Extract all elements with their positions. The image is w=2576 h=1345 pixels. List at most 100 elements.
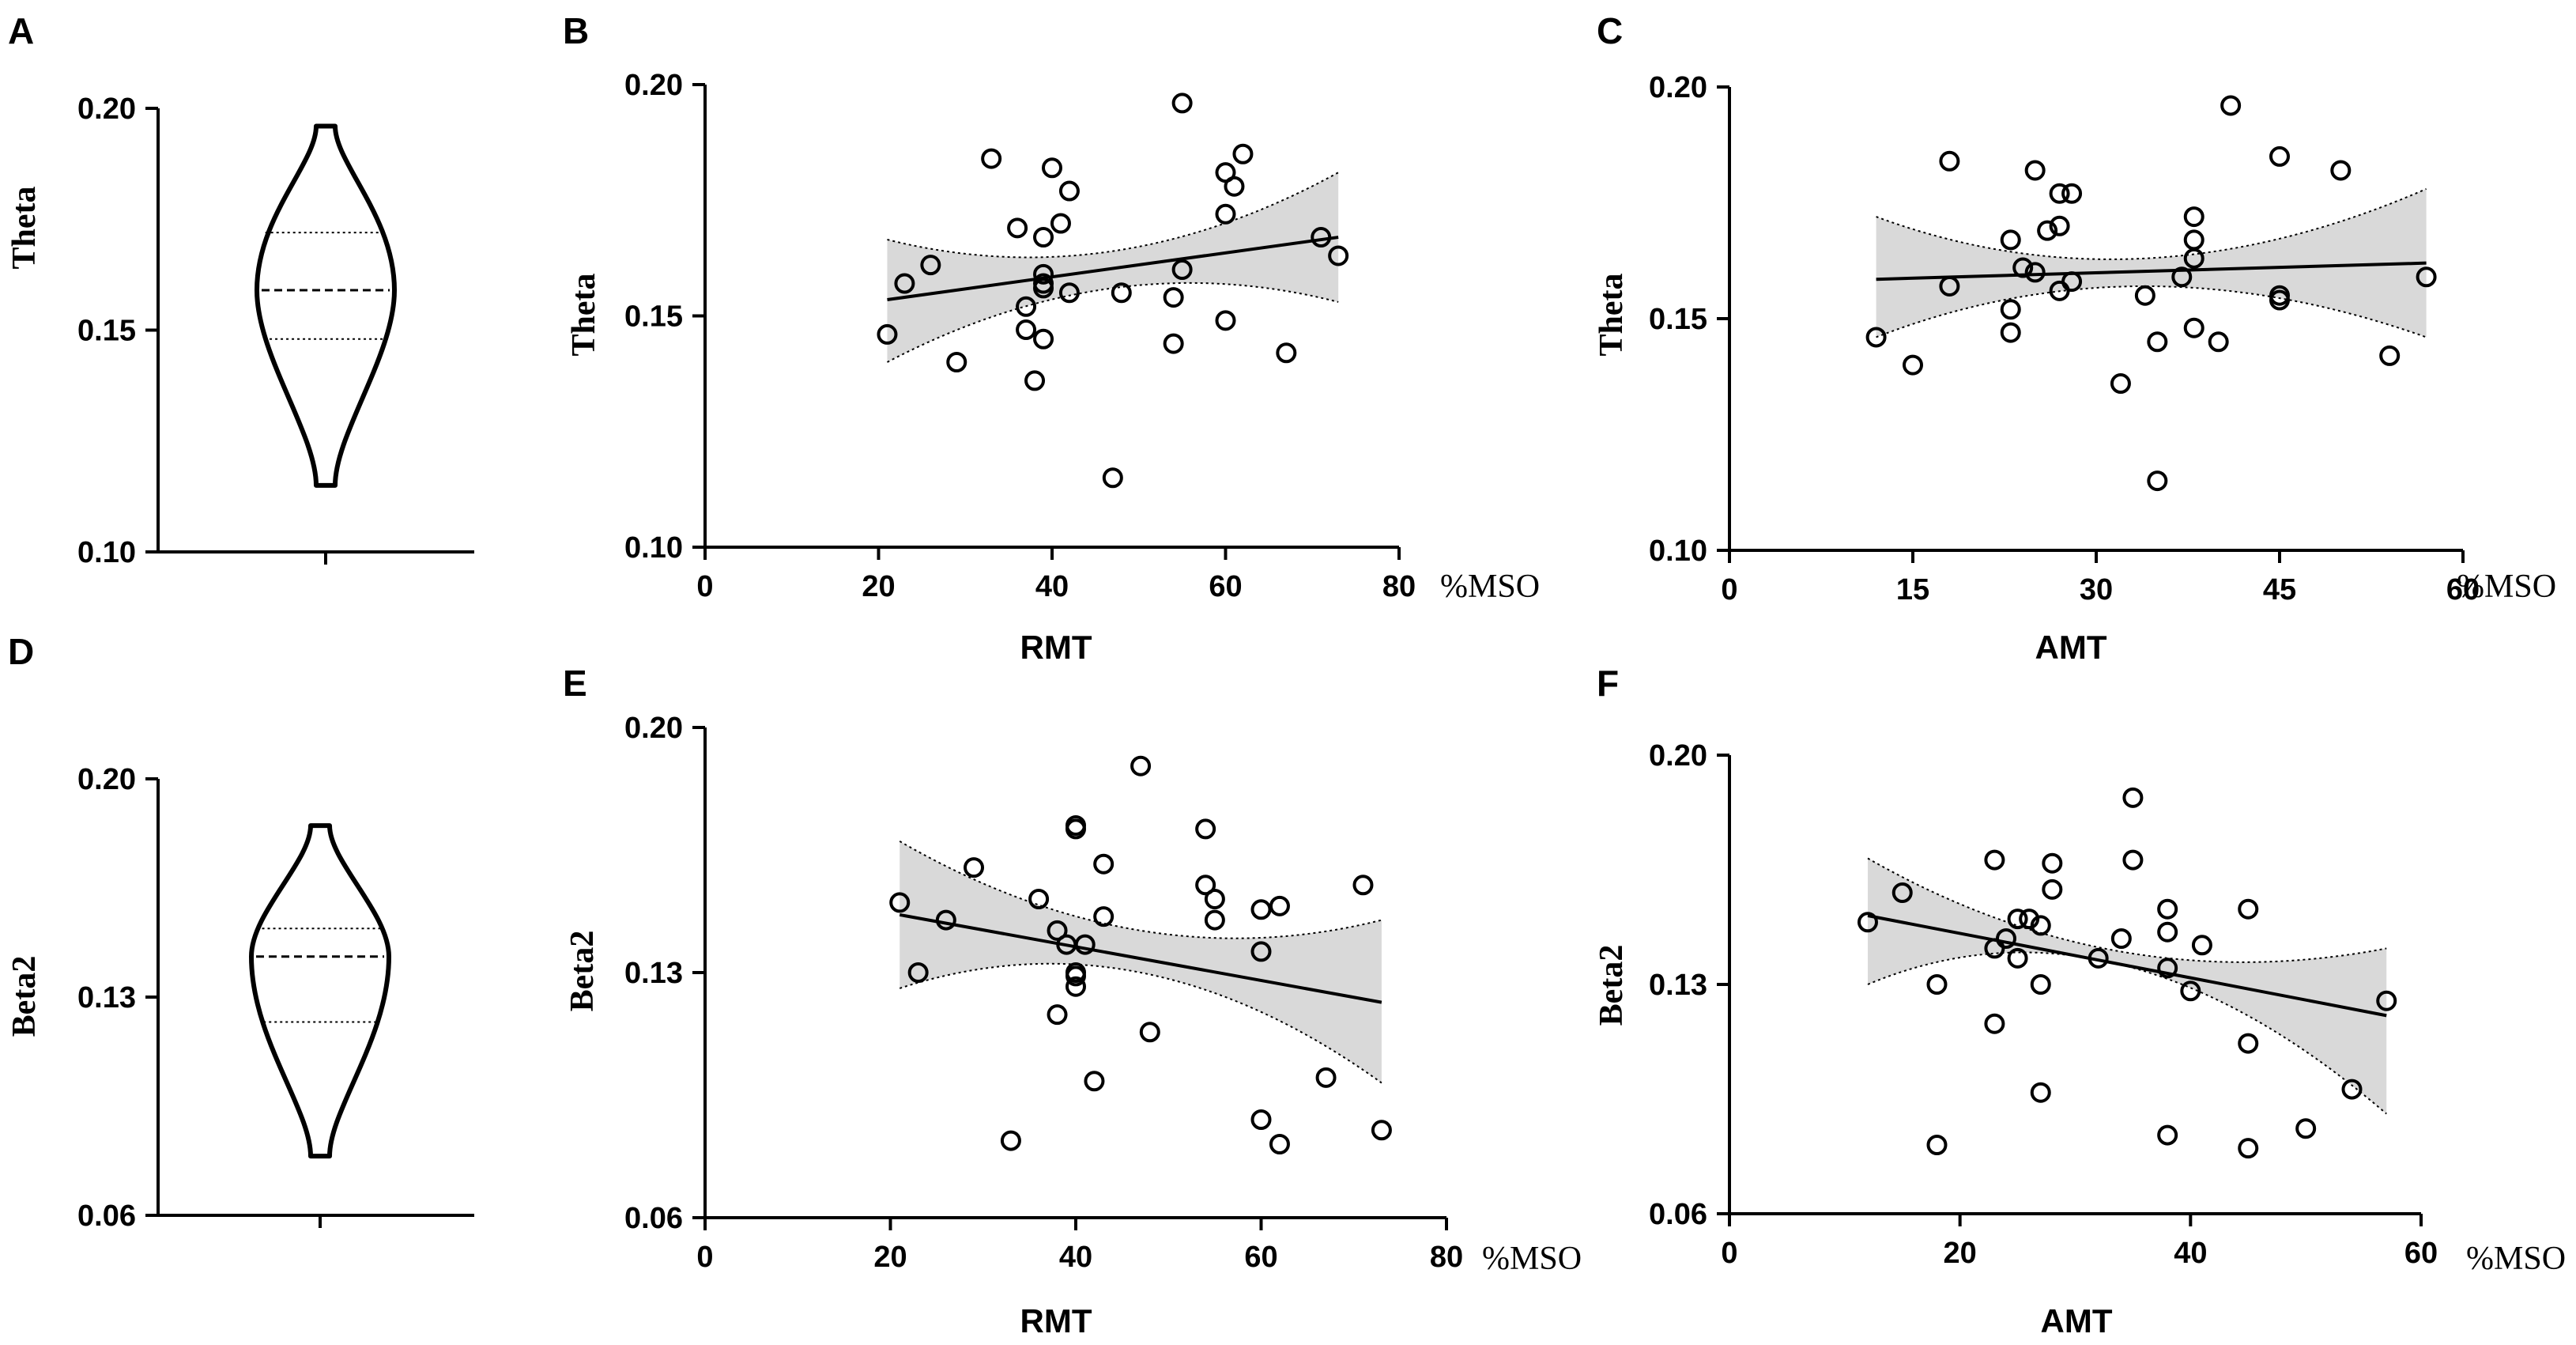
regression-line	[1876, 261, 2427, 281]
band-upper-line	[1867, 857, 2387, 963]
x-axis-unit: %MSO	[2466, 1241, 2566, 1277]
data-point	[2030, 974, 2051, 995]
data-point	[1163, 287, 1184, 308]
panel-A: A Theta	[6, 10, 43, 270]
data-point	[2147, 470, 2168, 492]
data-point	[2183, 206, 2204, 228]
confidence-band	[1876, 188, 2427, 338]
data-point	[2330, 160, 2352, 181]
data-point	[1016, 319, 1037, 341]
data-point	[1047, 1004, 1068, 1026]
regression-line	[887, 236, 1339, 302]
data-point	[2122, 787, 2144, 808]
data-point	[2147, 331, 2168, 353]
y-tick-label: 0.15	[77, 315, 136, 348]
data-point	[1371, 1120, 1392, 1141]
data-point	[2295, 1118, 2317, 1139]
data-point	[2238, 1033, 2259, 1054]
data-point	[1033, 263, 1054, 285]
data-point	[2157, 958, 2178, 979]
data-point	[1050, 213, 1071, 234]
data-point	[1042, 157, 1062, 179]
data-point	[1033, 227, 1054, 248]
x-tick-label: 80	[1382, 570, 1416, 603]
data-point	[1065, 962, 1086, 983]
data-point	[1250, 941, 1272, 962]
data-point	[2110, 373, 2131, 395]
x-axis-unit: %MSO	[1482, 1241, 1582, 1277]
data-point	[1315, 1067, 1337, 1088]
data-point	[1311, 227, 1332, 248]
y-axis-label: Theta	[566, 274, 602, 357]
data-point	[877, 323, 898, 345]
data-point	[1033, 328, 1054, 349]
data-point	[1891, 882, 1913, 903]
y-tick-label: 0.15	[1649, 303, 1707, 336]
plot-d: 0.06 0.13 0.20	[77, 763, 474, 1233]
data-point	[1269, 1134, 1290, 1154]
data-point	[1007, 217, 1028, 239]
data-point	[1171, 93, 1193, 114]
violin-shape	[255, 123, 397, 488]
data-point	[1939, 275, 1960, 297]
data-point	[1232, 143, 1254, 164]
data-point	[935, 909, 956, 931]
data-point	[1939, 150, 1960, 172]
confidence-band	[1868, 858, 2387, 1114]
plot-b: 0.10 0.15 0.20 0 20 40 60 80	[624, 69, 1416, 603]
band-upper-line	[1876, 188, 2427, 260]
x-tick-label: 30	[2080, 573, 2113, 606]
data-point	[2379, 345, 2401, 366]
data-point	[2030, 1082, 2051, 1103]
data-point	[2269, 145, 2290, 167]
data-point	[1204, 909, 1225, 931]
data-point	[1111, 282, 1132, 304]
data-point	[1047, 920, 1068, 941]
y-axis-label: Beta2	[6, 956, 43, 1037]
data-point	[2007, 947, 2028, 969]
data-point	[2000, 299, 2021, 320]
data-point	[1016, 296, 1037, 317]
data-point	[1171, 259, 1193, 280]
plot-f: 0.06 0.13 0.20 0 20 40 60	[1649, 739, 2438, 1270]
data-point	[2238, 1138, 2259, 1159]
y-tick-label: 0.06	[624, 1202, 683, 1235]
data-point	[1903, 354, 1923, 376]
data-point	[2269, 285, 2290, 306]
data-point	[1276, 342, 1297, 364]
panel-letter-C: C	[1597, 10, 1623, 51]
y-tick-label: 0.13	[624, 957, 683, 990]
data-point	[2000, 229, 2021, 251]
data-point	[2416, 266, 2437, 288]
x-tick-label: 40	[1035, 570, 1069, 603]
band-lower-line	[899, 962, 1382, 1084]
data-point	[2088, 947, 2109, 969]
data-point	[1065, 818, 1086, 840]
plot-c: 0.10 0.15 0.20 0 15 30 45 60	[1649, 71, 2480, 606]
x-tick-label: 60	[2404, 1237, 2438, 1270]
data-point	[907, 962, 929, 983]
x-tick-label: 0	[696, 570, 713, 603]
panel-B: B Theta RMT %MSO	[563, 10, 1540, 666]
data-point	[2000, 322, 2021, 343]
x-tick-label: 40	[1059, 1241, 1092, 1274]
x-axis-label: RMT	[1020, 1302, 1092, 1339]
data-point	[946, 352, 967, 372]
data-point	[920, 255, 941, 276]
data-point	[1163, 333, 1184, 354]
data-point	[1250, 899, 1272, 920]
data-point	[2157, 898, 2178, 920]
data-point	[2220, 95, 2242, 116]
y-tick-label: 0.20	[624, 69, 683, 102]
data-point	[1093, 853, 1115, 875]
data-point	[2019, 909, 2040, 930]
data-point	[1984, 1013, 2005, 1034]
band-upper-line	[899, 841, 1382, 939]
panel-C: C Theta AMT %MSO	[1593, 10, 2556, 666]
data-point	[1250, 1109, 1272, 1130]
confidence-band	[900, 841, 1382, 1083]
data-point	[1328, 245, 1349, 266]
y-tick-label: 0.13	[1649, 969, 1707, 1002]
x-tick-label: 45	[2263, 573, 2296, 606]
